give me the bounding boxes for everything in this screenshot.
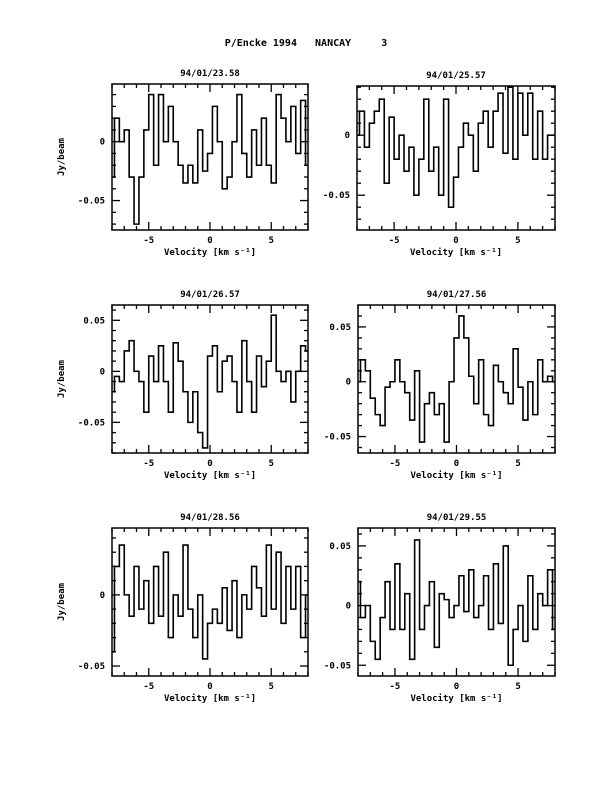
x-tick-label: -5 bbox=[390, 682, 401, 692]
panel-title: 94/01/23.58 bbox=[180, 69, 240, 79]
y-tick-label: 0 bbox=[100, 138, 105, 148]
x-tick-label: -5 bbox=[143, 459, 154, 469]
spectrum-series bbox=[358, 539, 555, 667]
panel-frame bbox=[357, 527, 556, 677]
y-axis-label: Jy/beam bbox=[57, 582, 67, 621]
panel-title: 94/01/25.57 bbox=[426, 71, 486, 81]
panel-frame bbox=[356, 85, 556, 231]
x-tick-label: 0 bbox=[454, 459, 459, 469]
x-axis-label: Velocity [km s⁻¹] bbox=[410, 247, 502, 258]
y-tick-label: -0.05 bbox=[78, 662, 105, 672]
y-tick-label: -0.05 bbox=[324, 661, 351, 671]
panel-frame bbox=[111, 304, 309, 454]
y-tick-label: -0.05 bbox=[324, 433, 351, 443]
x-tick-label: -5 bbox=[143, 236, 154, 246]
y-axis-label: Jy/beam bbox=[57, 137, 67, 176]
x-tick-label: 0 bbox=[454, 682, 459, 692]
x-axis-label: Velocity [km s⁻¹] bbox=[164, 693, 256, 704]
x-axis-label: Velocity [km s⁻¹] bbox=[164, 470, 256, 481]
x-tick-label: 0 bbox=[207, 236, 212, 246]
spectrum-series bbox=[112, 93, 308, 225]
x-tick-label: 0 bbox=[207, 682, 212, 692]
y-tick-label: -0.05 bbox=[78, 418, 105, 428]
x-tick-label: 5 bbox=[515, 236, 520, 246]
x-tick-label: 5 bbox=[269, 682, 274, 692]
y-tick-label: 0 bbox=[100, 591, 105, 601]
x-tick-label: 0 bbox=[453, 236, 458, 246]
panel-title: 94/01/26.57 bbox=[180, 290, 240, 300]
y-tick-label: 0 bbox=[346, 602, 351, 612]
x-axis-label: Velocity [km s⁻¹] bbox=[164, 247, 256, 258]
x-tick-label: -5 bbox=[390, 459, 401, 469]
y-tick-label: 0 bbox=[100, 367, 105, 377]
x-tick-label: -5 bbox=[389, 236, 400, 246]
spectrum-series bbox=[112, 314, 308, 449]
y-tick-label: 0.05 bbox=[83, 316, 105, 326]
panel-title: 94/01/29.55 bbox=[427, 513, 487, 523]
panel-frame bbox=[111, 527, 309, 677]
x-tick-label: 5 bbox=[515, 459, 520, 469]
y-tick-label: 0 bbox=[346, 378, 351, 388]
y-tick-label: 0.05 bbox=[329, 323, 351, 333]
panel-frame bbox=[357, 304, 556, 454]
x-tick-label: -5 bbox=[143, 682, 154, 692]
y-tick-label: -0.05 bbox=[78, 197, 105, 207]
y-axis-label: Jy/beam bbox=[57, 359, 67, 398]
x-axis-label: Velocity [km s⁻¹] bbox=[410, 693, 502, 704]
spectrum-series bbox=[358, 315, 555, 443]
spectrum-series bbox=[112, 544, 308, 660]
panel-title: 94/01/27.56 bbox=[427, 290, 487, 300]
y-tick-label: 0.05 bbox=[329, 542, 351, 552]
panel-title: 94/01/28.56 bbox=[180, 513, 240, 523]
x-tick-label: 5 bbox=[269, 236, 274, 246]
x-tick-label: 5 bbox=[269, 459, 274, 469]
x-axis-label: Velocity [km s⁻¹] bbox=[410, 470, 502, 481]
x-tick-label: 0 bbox=[207, 459, 212, 469]
spectrum-series bbox=[357, 86, 555, 208]
y-tick-label: 0 bbox=[345, 131, 350, 141]
y-tick-label: -0.05 bbox=[323, 191, 350, 201]
figure-title: P/Encke 1994 NANCAY 3 bbox=[224, 38, 388, 49]
panel-frame bbox=[111, 83, 309, 231]
x-tick-label: 5 bbox=[515, 682, 520, 692]
